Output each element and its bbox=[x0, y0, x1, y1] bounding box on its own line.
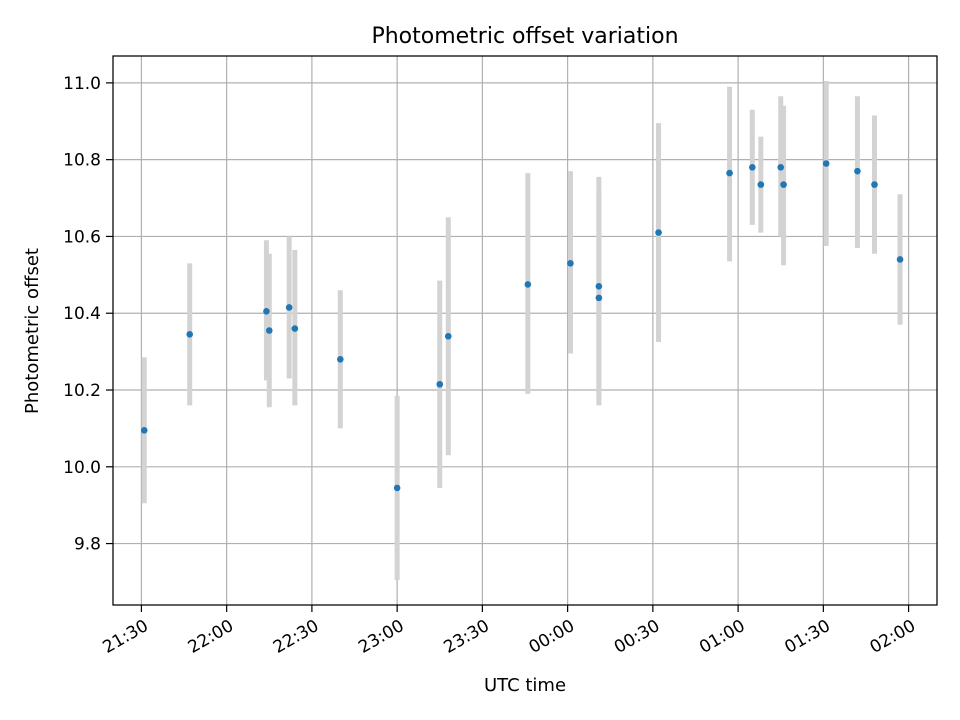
data-point bbox=[444, 332, 452, 340]
data-point bbox=[393, 484, 401, 492]
data-points bbox=[140, 160, 904, 492]
data-point bbox=[777, 164, 785, 171]
data-point bbox=[595, 283, 603, 290]
data-point bbox=[749, 164, 756, 171]
y-axis-label: Photometric offset bbox=[22, 248, 43, 414]
plot-frame bbox=[112, 55, 938, 606]
y-tick-label: 10.6 bbox=[63, 227, 101, 247]
data-point bbox=[291, 325, 299, 332]
x-axis-label: UTC time bbox=[484, 675, 566, 696]
data-point bbox=[140, 427, 148, 434]
data-point bbox=[186, 331, 194, 338]
data-point bbox=[854, 167, 861, 175]
data-point bbox=[567, 260, 574, 267]
data-point bbox=[524, 281, 532, 288]
y-tick-label: 10.2 bbox=[63, 381, 101, 401]
grid-lines bbox=[113, 56, 937, 605]
y-tick-label: 11.0 bbox=[63, 74, 101, 94]
y-tick-label: 10.0 bbox=[63, 458, 101, 478]
data-point bbox=[595, 294, 603, 302]
chart-title: Photometric offset variation bbox=[371, 24, 678, 49]
data-point bbox=[871, 181, 878, 188]
data-point bbox=[780, 181, 787, 188]
data-point bbox=[263, 308, 270, 315]
data-point bbox=[655, 229, 662, 236]
data-point bbox=[726, 169, 733, 177]
data-point bbox=[285, 304, 293, 311]
data-point bbox=[822, 160, 830, 167]
data-point bbox=[436, 380, 444, 388]
y-tick-label: 10.8 bbox=[63, 151, 101, 171]
data-point bbox=[265, 327, 273, 334]
data-point bbox=[896, 256, 904, 263]
data-point bbox=[757, 181, 765, 188]
y-tick-label: 10.4 bbox=[63, 304, 101, 324]
data-point bbox=[337, 355, 344, 363]
y-tick-label: 9.8 bbox=[74, 535, 101, 555]
